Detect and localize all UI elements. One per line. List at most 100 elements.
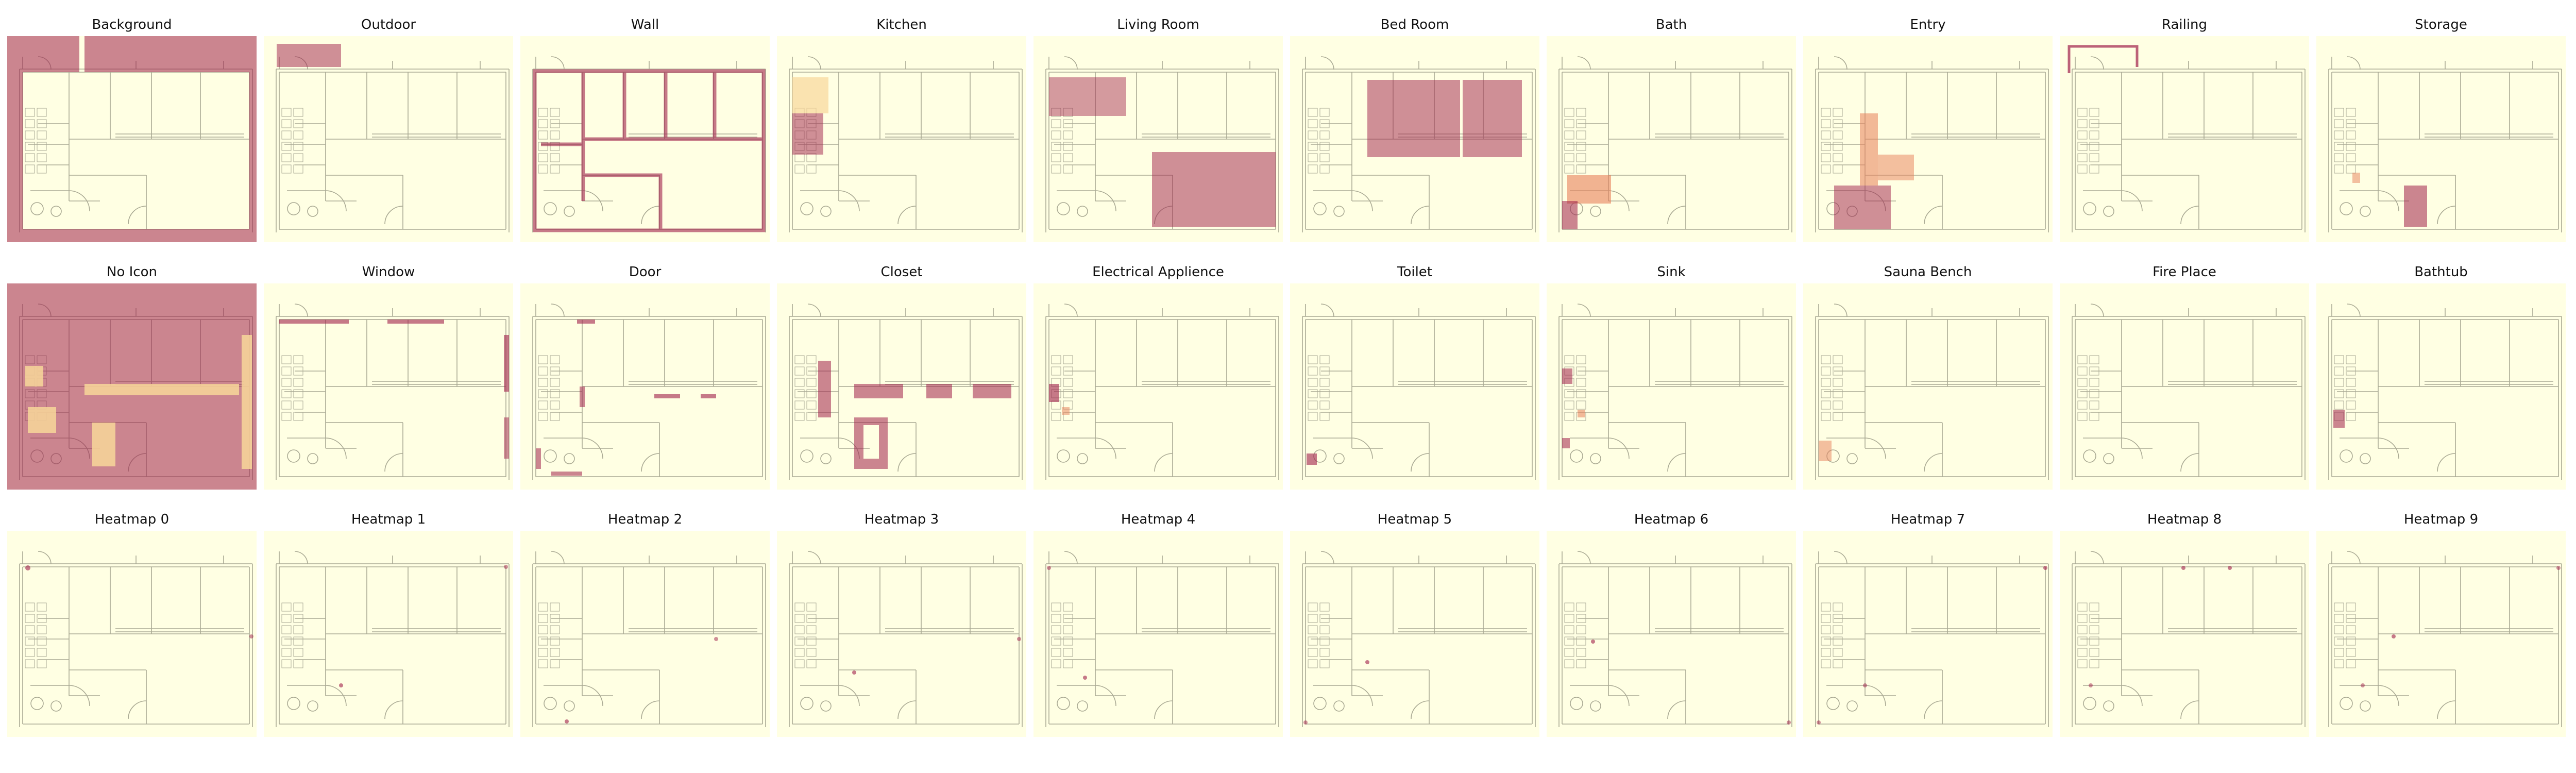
heat-region bbox=[854, 417, 888, 469]
heat-region bbox=[2228, 566, 2232, 570]
heat-region bbox=[504, 417, 509, 459]
panel-no-icon: No Icon bbox=[7, 264, 257, 491]
floorplan-lines bbox=[276, 551, 510, 727]
heat-overlay-sauna bbox=[1819, 441, 1832, 461]
panel-title: Heatmap 1 bbox=[351, 512, 426, 527]
panel-fireplace: Fire Place bbox=[2060, 264, 2309, 491]
floorplan-lines bbox=[1558, 551, 1792, 727]
panel-bathtub: Bathtub bbox=[2316, 264, 2566, 491]
panel-title: Background bbox=[92, 17, 172, 32]
heat-overlay-hm5 bbox=[1303, 660, 1369, 725]
floorplan-svg bbox=[1045, 551, 1279, 727]
heat-overlay-hm1 bbox=[339, 565, 508, 687]
panel-title: Bathtub bbox=[2414, 264, 2468, 280]
heat-region bbox=[1562, 438, 1570, 448]
floorplan-svg bbox=[1558, 304, 1792, 480]
heat-overlay-electrical bbox=[1049, 384, 1070, 415]
panel-title: Heatmap 4 bbox=[1121, 512, 1196, 527]
floorplan-svg bbox=[276, 551, 510, 727]
floorplan-svg bbox=[7, 283, 257, 490]
panel-kitchen: Kitchen bbox=[777, 16, 1026, 243]
heat-region bbox=[654, 394, 680, 398]
floorplan-heatmap-image bbox=[2060, 36, 2309, 242]
floorplan-svg bbox=[789, 56, 1023, 232]
panel-title: Storage bbox=[2415, 17, 2467, 32]
heat-region bbox=[2067, 45, 2139, 73]
panel-title: Door bbox=[629, 264, 662, 280]
heat-region bbox=[2361, 683, 2365, 687]
panel-title: Bed Room bbox=[1380, 17, 1449, 32]
heat-region bbox=[1049, 384, 1059, 402]
heat-region bbox=[926, 384, 952, 398]
heat-region bbox=[279, 320, 349, 324]
floorplan-svg bbox=[532, 551, 766, 727]
heat-region bbox=[2043, 566, 2047, 570]
floorplan-heatmap-image bbox=[1803, 283, 2053, 490]
heat-region bbox=[1017, 637, 1021, 641]
floorplan-svg bbox=[532, 56, 766, 232]
panel-entry: Entry bbox=[1803, 16, 2053, 243]
floorplan-svg bbox=[276, 304, 510, 480]
heat-region bbox=[1062, 407, 1070, 415]
heat-overlay-storage bbox=[2352, 173, 2427, 227]
floorplan-lines bbox=[1302, 551, 1536, 727]
heat-overlay-hm2 bbox=[565, 637, 718, 724]
heat-region bbox=[1307, 453, 1317, 465]
heat-region bbox=[25, 565, 30, 570]
panel-title: Outdoor bbox=[361, 17, 416, 32]
heat-overlay-hm6 bbox=[1591, 640, 1791, 725]
floorplan-heatmap-image bbox=[2060, 283, 2309, 490]
floorplan-heatmap-image bbox=[264, 531, 513, 737]
floorplan-svg bbox=[7, 36, 257, 242]
floorplan-heatmap-image bbox=[1547, 283, 1796, 490]
floorplan-lines bbox=[532, 551, 766, 727]
heat-overlay-hm8 bbox=[2089, 566, 2232, 687]
heat-region bbox=[1152, 152, 1276, 227]
panel-hm4: Heatmap 4 bbox=[1033, 511, 1283, 738]
floorplan-lines bbox=[1045, 551, 1279, 727]
floorplan-heatmap-image bbox=[1803, 36, 2053, 242]
heat-region bbox=[1049, 77, 1126, 116]
panel-sink: Sink bbox=[1547, 264, 1796, 491]
heat-region bbox=[854, 384, 903, 398]
panel-title: Heatmap 0 bbox=[94, 512, 170, 527]
panel-title: Sink bbox=[1657, 264, 1686, 280]
panel-hm9: Heatmap 9 bbox=[2316, 511, 2566, 738]
panel-title: Heatmap 7 bbox=[1890, 512, 1965, 527]
panel-title: Bath bbox=[1655, 17, 1687, 32]
panel-electrical: Electrical Applience bbox=[1033, 264, 1283, 491]
floorplan-svg bbox=[2328, 304, 2562, 480]
panel-hm7: Heatmap 7 bbox=[1803, 511, 2053, 738]
panel-title: Kitchen bbox=[876, 17, 927, 32]
panel-title: Closet bbox=[880, 264, 923, 280]
floorplan-lines bbox=[1558, 304, 1792, 480]
floorplan-lines bbox=[19, 56, 253, 232]
floorplan-svg bbox=[2328, 56, 2562, 232]
floorplan-lines bbox=[2072, 56, 2306, 232]
heat-overlay-window bbox=[279, 320, 509, 459]
floorplan-heatmap-image bbox=[520, 283, 770, 490]
panel-title: Living Room bbox=[1117, 17, 1199, 32]
heat-region bbox=[701, 394, 716, 398]
heat-region bbox=[792, 113, 823, 155]
panel-title: Heatmap 6 bbox=[1634, 512, 1709, 527]
heat-overlay-hm9 bbox=[2361, 566, 2561, 687]
floorplan-lines bbox=[1815, 56, 2049, 232]
heat-region bbox=[1863, 683, 1867, 687]
floorplan-heatmap-image bbox=[1547, 531, 1796, 737]
heat-overlay-bed-room bbox=[1367, 80, 1522, 157]
heat-overlay-background bbox=[7, 36, 257, 242]
floorplan-svg bbox=[1815, 56, 2049, 232]
panel-background: Background bbox=[7, 16, 257, 243]
panel-title: Entry bbox=[1910, 17, 1946, 32]
heat-region bbox=[577, 320, 595, 324]
heat-region bbox=[7, 36, 257, 242]
panel-window: Window bbox=[264, 264, 513, 491]
panel-title: Sauna Bench bbox=[1884, 264, 1972, 280]
floorplan-lines bbox=[2072, 304, 2306, 480]
heat-region bbox=[1047, 566, 1051, 570]
heat-region bbox=[818, 361, 831, 417]
panel-storage: Storage bbox=[2316, 16, 2566, 243]
heat-region bbox=[580, 386, 585, 407]
heat-region bbox=[1787, 720, 1791, 725]
